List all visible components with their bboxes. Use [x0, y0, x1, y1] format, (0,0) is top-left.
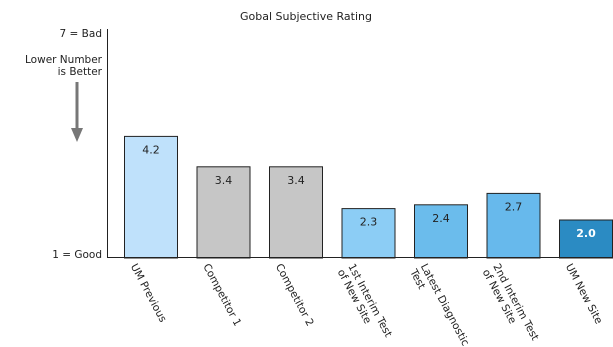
bar-value-label-1: 4.2: [142, 143, 160, 156]
x-tick-label-line: UM Previous: [128, 262, 169, 325]
bar-value-label-7: 2.0: [576, 227, 596, 240]
y-bottom-label: 1 = Good: [52, 249, 102, 261]
y-top-label: 7 = Bad: [60, 28, 102, 40]
bar-6: [486, 192, 541, 259]
x-tick-labels: UM Previous Competitor 1 Competitor 2 1st I…: [128, 262, 605, 347]
x-tick-label-3: Competitor 2: [273, 262, 316, 329]
y-note-line2: is Better: [58, 66, 103, 78]
x-tick-label-7: UM New Site: [563, 262, 605, 326]
x-tick-label-line: UM New Site: [563, 262, 605, 326]
chart-title: Gobal Subjective Rating: [240, 10, 372, 23]
bar-value-label-3: 3.4: [287, 174, 305, 187]
x-tick-label-line: Competitor 1: [200, 262, 243, 329]
x-tick-label-1: UM Previous: [128, 262, 169, 325]
down-arrow-icon: [71, 82, 83, 142]
bar-value-label-4: 2.3: [360, 216, 378, 229]
bar-5: [414, 204, 468, 259]
bar-value-label-5: 2.4: [432, 212, 450, 225]
bar-2: [196, 166, 251, 259]
x-tick-label-line: Latest Diagnostic: [418, 262, 472, 347]
bar-4: [341, 208, 396, 259]
y-note-line1: Lower Number: [25, 54, 103, 66]
x-tick-label-line: Competitor 2: [273, 262, 316, 329]
bar-value-label-2: 3.4: [215, 174, 233, 187]
x-tick-label-2: Competitor 1: [200, 262, 243, 329]
bar-value-label-6: 2.7: [505, 200, 523, 213]
bars-group: 4.2 3.4 3.4 2.3 2.4 2.7 2.0: [124, 135, 613, 259]
